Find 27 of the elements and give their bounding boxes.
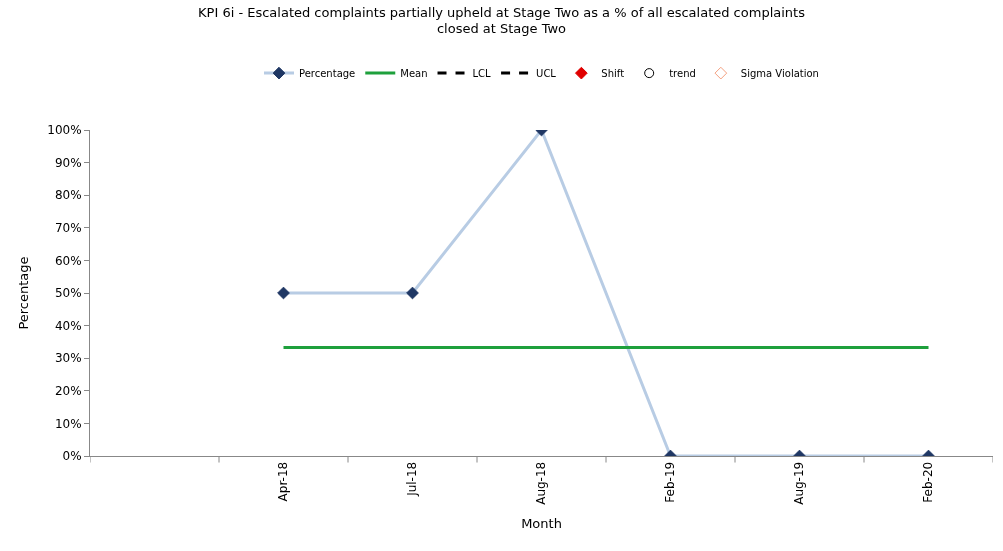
y-tick-label: 100% — [47, 123, 82, 138]
x-tick-label: Aug-19 — [792, 461, 807, 505]
y-tick-label: 80% — [54, 188, 82, 203]
legend-label: Percentage — [299, 68, 356, 80]
y-axis-title: Percentage — [16, 256, 32, 330]
legend-label: LCL — [472, 68, 492, 80]
legend-label: Mean — [400, 68, 428, 80]
x-tick-label: Feb-20 — [921, 461, 936, 503]
chart-title: KPI 6i - Escalated complaints partially upheld at Stage Two as a % of all escalated complaints closed at Stage Two — [198, 4, 806, 37]
legend-label: trend — [669, 68, 696, 80]
x-tick-label: Feb-19 — [663, 461, 678, 503]
y-tick-label: 20% — [54, 384, 82, 398]
y-tick-label: 40% — [54, 318, 82, 333]
x-tick-label: Aug-18 — [534, 461, 549, 505]
y-tick-label: 50% — [54, 286, 82, 301]
x-tick-label: Apr-18 — [276, 461, 291, 502]
y-tick-label: 60% — [54, 253, 82, 268]
legend-label: Shift — [601, 68, 625, 80]
y-tick-label: 70% — [54, 221, 82, 235]
x-axis-title: Month — [521, 516, 562, 532]
x-tick-label: Jul-18 — [405, 461, 420, 497]
legend-label: Sigma Violation — [740, 68, 819, 80]
y-tick-label: 0% — [62, 449, 82, 464]
y-tick-label: 30% — [54, 351, 82, 366]
y-tick-label: 90% — [54, 155, 82, 170]
y-tick-label: 10% — [54, 416, 82, 431]
legend-label: UCL — [536, 68, 557, 80]
